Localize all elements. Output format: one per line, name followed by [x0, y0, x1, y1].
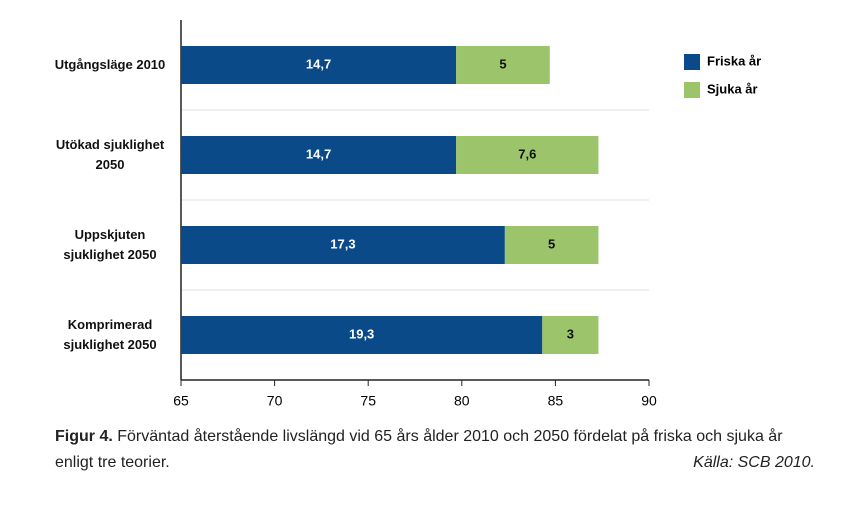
bar-segment — [181, 316, 543, 354]
legend-swatch — [684, 82, 700, 98]
x-tick-label: 90 — [641, 393, 657, 409]
legend-label: Friska år — [707, 53, 761, 68]
caption-label: Figur 4. — [55, 428, 113, 445]
x-tick-label: 75 — [360, 393, 376, 409]
bar-segment — [181, 226, 505, 264]
value-label: 19,3 — [349, 326, 374, 341]
category-label: Utökad sjuklighet 2050 — [55, 137, 165, 172]
value-label: 17,3 — [330, 236, 355, 251]
bar-segment — [542, 316, 599, 354]
x-tick-label: 70 — [267, 393, 283, 409]
bar-segment — [456, 46, 550, 84]
category-label: Komprimerad sjuklighet 2050 — [63, 317, 157, 352]
caption: Figur 4. Förväntad återstående livslängd… — [55, 424, 815, 476]
bar-segment — [456, 136, 599, 174]
bar-segment — [504, 226, 599, 264]
value-label: 7,6 — [518, 146, 536, 161]
bar-segment — [181, 136, 457, 174]
legend-label: Sjuka år — [707, 81, 758, 96]
value-label: 14,7 — [306, 146, 331, 161]
value-label: 5 — [548, 236, 555, 251]
caption-text: Förväntad återstående livslängd vid 65 å… — [55, 428, 783, 471]
caption-source: Källa: SCB 2010. — [693, 454, 815, 471]
x-tick-label: 85 — [548, 393, 564, 409]
x-tick-label: 65 — [173, 393, 189, 409]
x-tick-label: 80 — [454, 393, 470, 409]
bar-segment — [181, 46, 457, 84]
value-label: 14,7 — [306, 56, 331, 71]
value-label: 3 — [567, 326, 574, 341]
category-label: Uppskjuten sjuklighet 2050 — [63, 227, 157, 262]
legend-swatch — [684, 54, 700, 70]
value-label: 5 — [499, 56, 506, 71]
category-label: Utgångsläge 2010 — [54, 57, 166, 72]
